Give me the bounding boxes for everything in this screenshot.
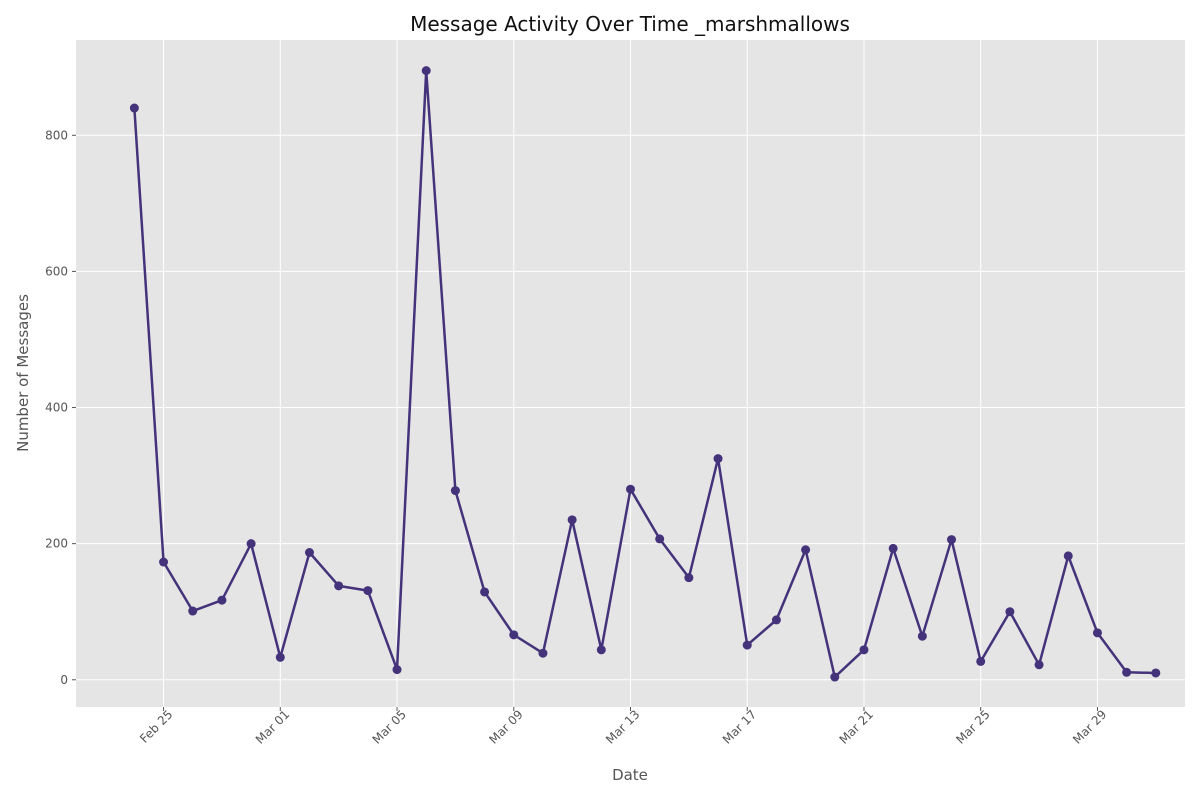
data-point — [655, 534, 665, 544]
x-axis-ticks: Feb 25 Mar 01 Mar 05 Mar 09 Mar 13 Mar 17 Mar … — [137, 707, 1109, 747]
x-tick-label: Mar 25 — [953, 707, 992, 746]
x-tick-label: Mar 17 — [720, 707, 759, 746]
y-axis-ticks: 0 200 400 600 800 — [45, 128, 76, 687]
data-point — [801, 545, 811, 555]
data-point — [859, 645, 869, 655]
data-point — [1151, 668, 1161, 678]
data-point — [509, 630, 519, 640]
data-point — [596, 645, 606, 655]
data-point — [450, 486, 460, 496]
data-point — [742, 640, 752, 650]
series-group — [129, 66, 1161, 682]
data-point — [159, 557, 169, 567]
data-point — [363, 586, 373, 596]
data-point — [713, 454, 723, 464]
x-tick-label: Feb 25 — [137, 707, 175, 745]
x-tick-label: Mar 01 — [253, 707, 292, 746]
data-point — [421, 66, 431, 76]
x-tick-label: Mar 21 — [837, 707, 876, 746]
data-point — [246, 539, 256, 549]
data-point — [917, 631, 927, 641]
data-point — [976, 656, 986, 666]
y-tick-label: 400 — [45, 401, 68, 415]
data-point — [1063, 551, 1073, 561]
data-point — [626, 484, 635, 494]
grid-lines — [76, 40, 1185, 707]
x-tick-label: Mar 13 — [603, 707, 642, 746]
chart-title: Message Activity Over Time _marshmallows — [410, 12, 850, 36]
series-line — [133, 69, 1156, 679]
data-point — [129, 103, 139, 113]
x-axis-label: Date — [612, 766, 648, 784]
data-point — [1005, 607, 1015, 617]
data-point — [1034, 660, 1044, 670]
data-point — [888, 543, 898, 553]
data-point — [567, 515, 577, 525]
data-point — [830, 672, 840, 682]
data-point — [947, 535, 957, 545]
data-point — [304, 548, 314, 558]
x-tick-label: Mar 05 — [370, 707, 409, 746]
y-tick-label: 0 — [60, 673, 68, 687]
data-point — [538, 648, 548, 658]
data-point — [275, 652, 285, 662]
y-tick-label: 800 — [45, 128, 68, 142]
data-point — [684, 573, 694, 583]
data-point — [1122, 667, 1132, 677]
y-tick-label: 200 — [45, 537, 68, 551]
x-tick-label: Mar 29 — [1070, 707, 1109, 746]
x-tick-label: Mar 09 — [486, 707, 525, 746]
data-point — [334, 581, 344, 591]
data-point — [392, 665, 402, 675]
data-point — [480, 587, 490, 597]
y-tick-label: 600 — [45, 264, 68, 278]
data-point — [188, 606, 198, 616]
data-point — [1092, 628, 1102, 638]
data-point — [771, 615, 781, 625]
data-point — [217, 595, 227, 605]
y-axis-label: Number of Messages — [14, 294, 32, 452]
